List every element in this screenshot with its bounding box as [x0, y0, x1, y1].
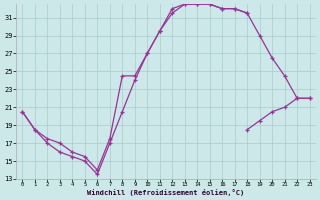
- X-axis label: Windchill (Refroidissement éolien,°C): Windchill (Refroidissement éolien,°C): [87, 189, 244, 196]
